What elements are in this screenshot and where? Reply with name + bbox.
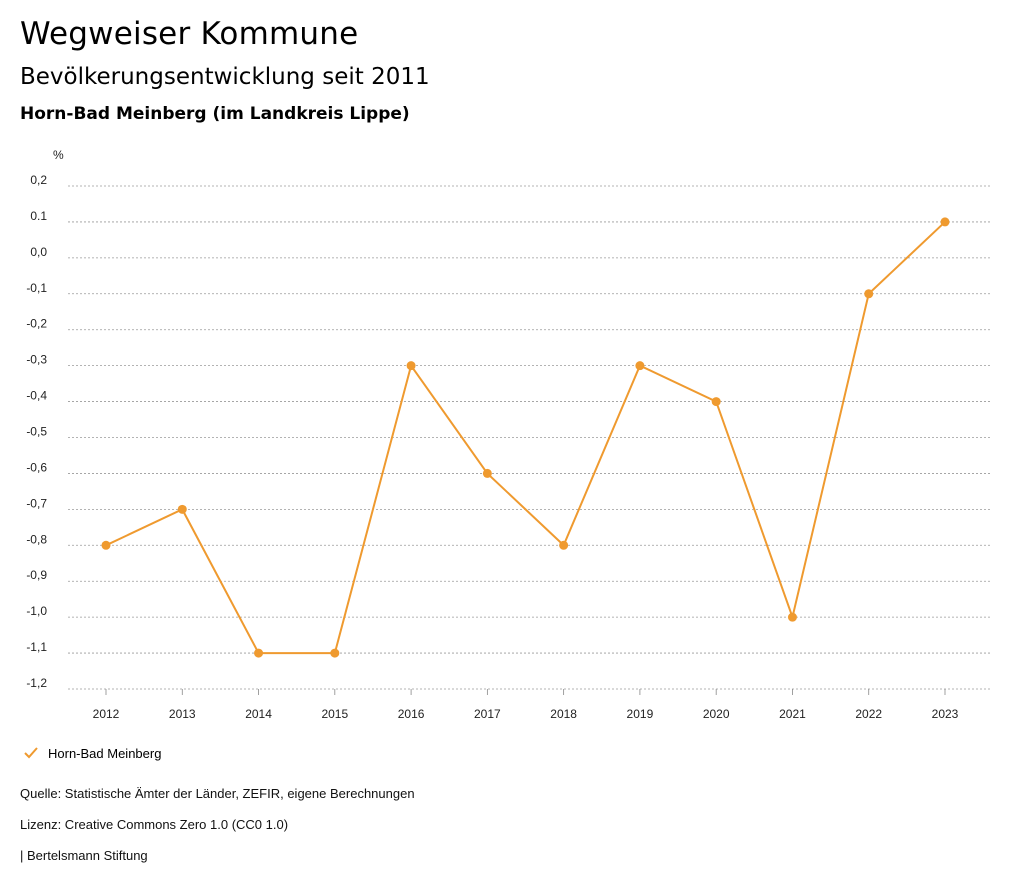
- x-axis: 2012 2013 2014 2015 2016 2017 2018 2019 2020 2021…: [93, 689, 959, 721]
- publisher-note: | Bertelsmann Stiftung: [20, 848, 148, 863]
- license-note: Lizenz: Creative Commons Zero 1.0 (CC0 1…: [20, 817, 289, 832]
- y-tick-label: -0,3: [26, 353, 47, 367]
- y-tick-label: -0,4: [26, 389, 47, 403]
- data-point[interactable]: [864, 289, 874, 299]
- data-point[interactable]: [482, 468, 492, 478]
- x-tick-label: 2018: [550, 707, 577, 721]
- x-tick-label: 2020: [703, 707, 730, 721]
- data-point[interactable]: [711, 397, 721, 407]
- x-tick-label: 2023: [932, 707, 959, 721]
- y-tick-label: -0,9: [26, 568, 47, 582]
- x-tick-label: 2016: [398, 707, 425, 721]
- x-tick-label: 2012: [93, 707, 120, 721]
- y-tick-label: 0,0: [30, 245, 47, 259]
- y-axis: 0,2 0.1 0,0 -0,1 -0,2 -0,3 -0,4 -0,5 -0,6 -0,7 -0,…: [26, 173, 47, 690]
- page-title: Wegweiser Kommune: [20, 16, 359, 52]
- chart-grid: [68, 185, 990, 690]
- data-point[interactable]: [406, 361, 416, 371]
- x-tick-label: 2015: [321, 707, 348, 721]
- x-tick-label: 2014: [245, 707, 272, 721]
- data-point[interactable]: [101, 540, 111, 550]
- data-point[interactable]: [254, 648, 264, 658]
- region-label: Horn-Bad Meinberg (im Landkreis Lippe): [20, 104, 410, 124]
- y-tick-label: -1,0: [26, 604, 47, 618]
- y-tick-label: -1,2: [26, 676, 47, 690]
- y-tick-label: -0,2: [26, 317, 47, 331]
- chart-subtitle: Bevölkerungsentwicklung seit 2011: [20, 64, 430, 90]
- y-tick-label: -0,1: [26, 281, 47, 295]
- y-axis-unit: %: [53, 148, 64, 162]
- series-horn-bad-meinberg: [101, 217, 950, 658]
- chart-legend[interactable]: Horn-Bad Meinberg: [22, 744, 161, 762]
- y-tick-label: -0,7: [26, 496, 47, 510]
- x-tick-label: 2019: [627, 707, 654, 721]
- data-point[interactable]: [787, 612, 797, 622]
- legend-label: Horn-Bad Meinberg: [48, 745, 162, 761]
- data-point[interactable]: [177, 504, 187, 514]
- y-tick-label: 0.1: [30, 209, 47, 223]
- y-tick-label: -0,6: [26, 460, 47, 474]
- legend-check-icon: [24, 747, 38, 759]
- x-tick-label: 2021: [779, 707, 806, 721]
- y-tick-label: 0,2: [30, 173, 47, 187]
- x-tick-label: 2022: [855, 707, 882, 721]
- x-tick-label: 2017: [474, 707, 501, 721]
- data-point[interactable]: [940, 217, 950, 227]
- x-tick-label: 2013: [169, 707, 196, 721]
- y-tick-label: -0,5: [26, 425, 47, 439]
- data-point[interactable]: [330, 648, 340, 658]
- line-chart: % 0,2 0.1 0,0 -0,1 -0,2 -0,3 -0,4 -0,5 -0,6 -0,7 -…: [26, 148, 990, 721]
- source-note: Quelle: Statistische Ämter der Länder, Z…: [20, 786, 415, 801]
- data-point[interactable]: [559, 540, 569, 550]
- y-tick-label: -0,8: [26, 532, 47, 546]
- series-line: [105, 221, 946, 655]
- y-tick-label: -1,1: [26, 640, 47, 654]
- data-point[interactable]: [635, 361, 645, 371]
